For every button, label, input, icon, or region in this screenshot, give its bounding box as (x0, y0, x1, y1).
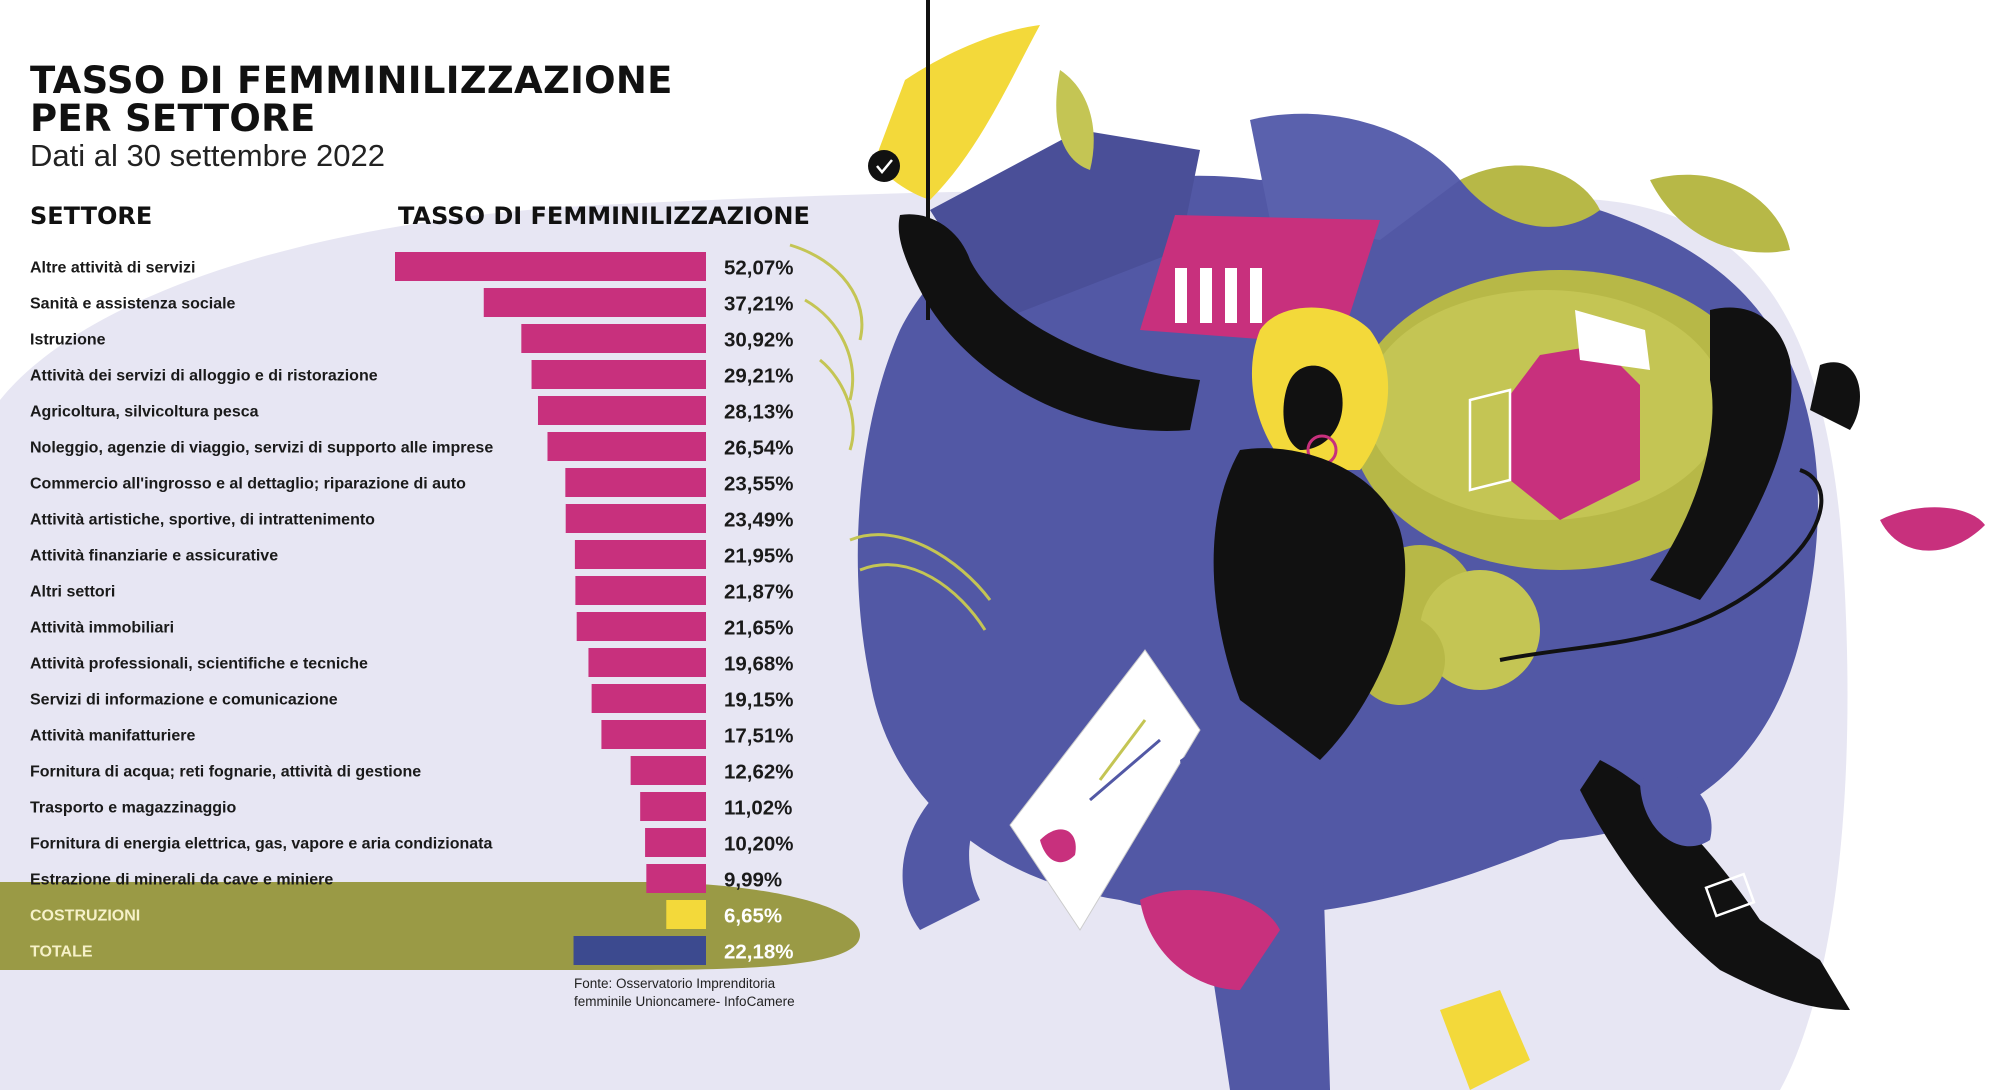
bar (573, 936, 706, 965)
category-label: Attività dei servizi di alloggio e di ri… (30, 368, 378, 385)
category-label: Fornitura di energia elettrica, gas, vap… (30, 836, 492, 853)
value-label: 28,13% (724, 401, 794, 424)
value-label: 23,49% (724, 509, 794, 532)
value-label: 29,21% (724, 365, 794, 388)
bar (565, 468, 706, 497)
value-label: 26,54% (724, 437, 794, 460)
bar (646, 864, 706, 893)
value-label: 9,99% (724, 869, 782, 892)
category-label: Altri settori (30, 584, 115, 601)
bar (575, 576, 706, 605)
value-label: 22,18% (724, 941, 794, 964)
column-header-rate: TASSO DI FEMMINILIZZAZIONE (398, 202, 810, 230)
chart-subtitle: Dati al 30 settembre 2022 (30, 138, 385, 173)
chart-title-line-2: PER SETTORE (30, 97, 316, 140)
source-line-2: femminile Unioncamere- InfoCamere (574, 994, 795, 1009)
value-label: 21,65% (724, 617, 794, 640)
category-label: Sanità e assistenza sociale (30, 296, 236, 313)
category-label: TOTALE (30, 944, 93, 961)
value-label: 21,87% (724, 581, 794, 604)
category-label: Estrazione di minerali da cave e miniere (30, 872, 333, 889)
value-label: 30,92% (724, 329, 794, 352)
category-label: Attività artistiche, sportive, di intrat… (30, 512, 375, 529)
value-label: 19,68% (724, 653, 794, 676)
value-label: 19,15% (724, 689, 794, 712)
value-label: 6,65% (724, 905, 782, 928)
bar (395, 252, 706, 281)
category-label: Fornitura di acqua; reti fognarie, attiv… (30, 764, 421, 781)
bar (601, 720, 706, 749)
source-note: Fonte: Osservatorio Imprenditoria femmin… (574, 975, 795, 1011)
category-label: Altre attività di servizi (30, 260, 195, 277)
bar (547, 432, 706, 461)
bar (630, 756, 706, 785)
bar (483, 288, 706, 317)
bar (574, 540, 706, 569)
value-label: 21,95% (724, 545, 794, 568)
category-label: COSTRUZIONI (30, 908, 140, 925)
chart-title-line-1: TASSO DI FEMMINILIZZAZIONE (30, 59, 673, 102)
chart-title: TASSO DI FEMMINILIZZAZIONE PER SETTORE (30, 62, 673, 138)
bar (640, 792, 706, 821)
bar (666, 900, 706, 929)
value-label: 23,55% (724, 473, 794, 496)
category-label: Trasporto e magazzinaggio (30, 800, 236, 817)
category-label: Attività manifatturiere (30, 728, 195, 745)
value-label: 11,02% (724, 797, 792, 820)
column-header-sector: SETTORE (30, 202, 153, 230)
category-label: Attività professionali, scientifiche e t… (30, 656, 368, 673)
value-label: 52,07% (724, 257, 794, 280)
bar (537, 396, 706, 425)
bar (645, 828, 706, 857)
source-line-1: Fonte: Osservatorio Imprenditoria (574, 976, 776, 991)
category-label: Attività immobiliari (30, 620, 174, 637)
bar (588, 648, 706, 677)
bar (531, 360, 706, 389)
category-label: Istruzione (30, 332, 106, 349)
value-label: 12,62% (724, 761, 794, 784)
value-label: 17,51% (724, 725, 794, 748)
category-label: Agricoltura, silvicoltura pesca (30, 404, 259, 421)
category-label: Commercio all'ingrosso e al dettaglio; r… (30, 476, 466, 493)
category-label: Servizi di informazione e comunicazione (30, 692, 338, 709)
bar (591, 684, 706, 713)
category-label: Noleggio, agenzie di viaggio, servizi di… (30, 440, 493, 457)
bar (565, 504, 706, 533)
category-label: Attività finanziarie e assicurative (30, 548, 278, 565)
value-label: 37,21% (724, 293, 794, 316)
bar (521, 324, 706, 353)
value-label: 10,20% (724, 833, 794, 856)
bar (576, 612, 706, 641)
